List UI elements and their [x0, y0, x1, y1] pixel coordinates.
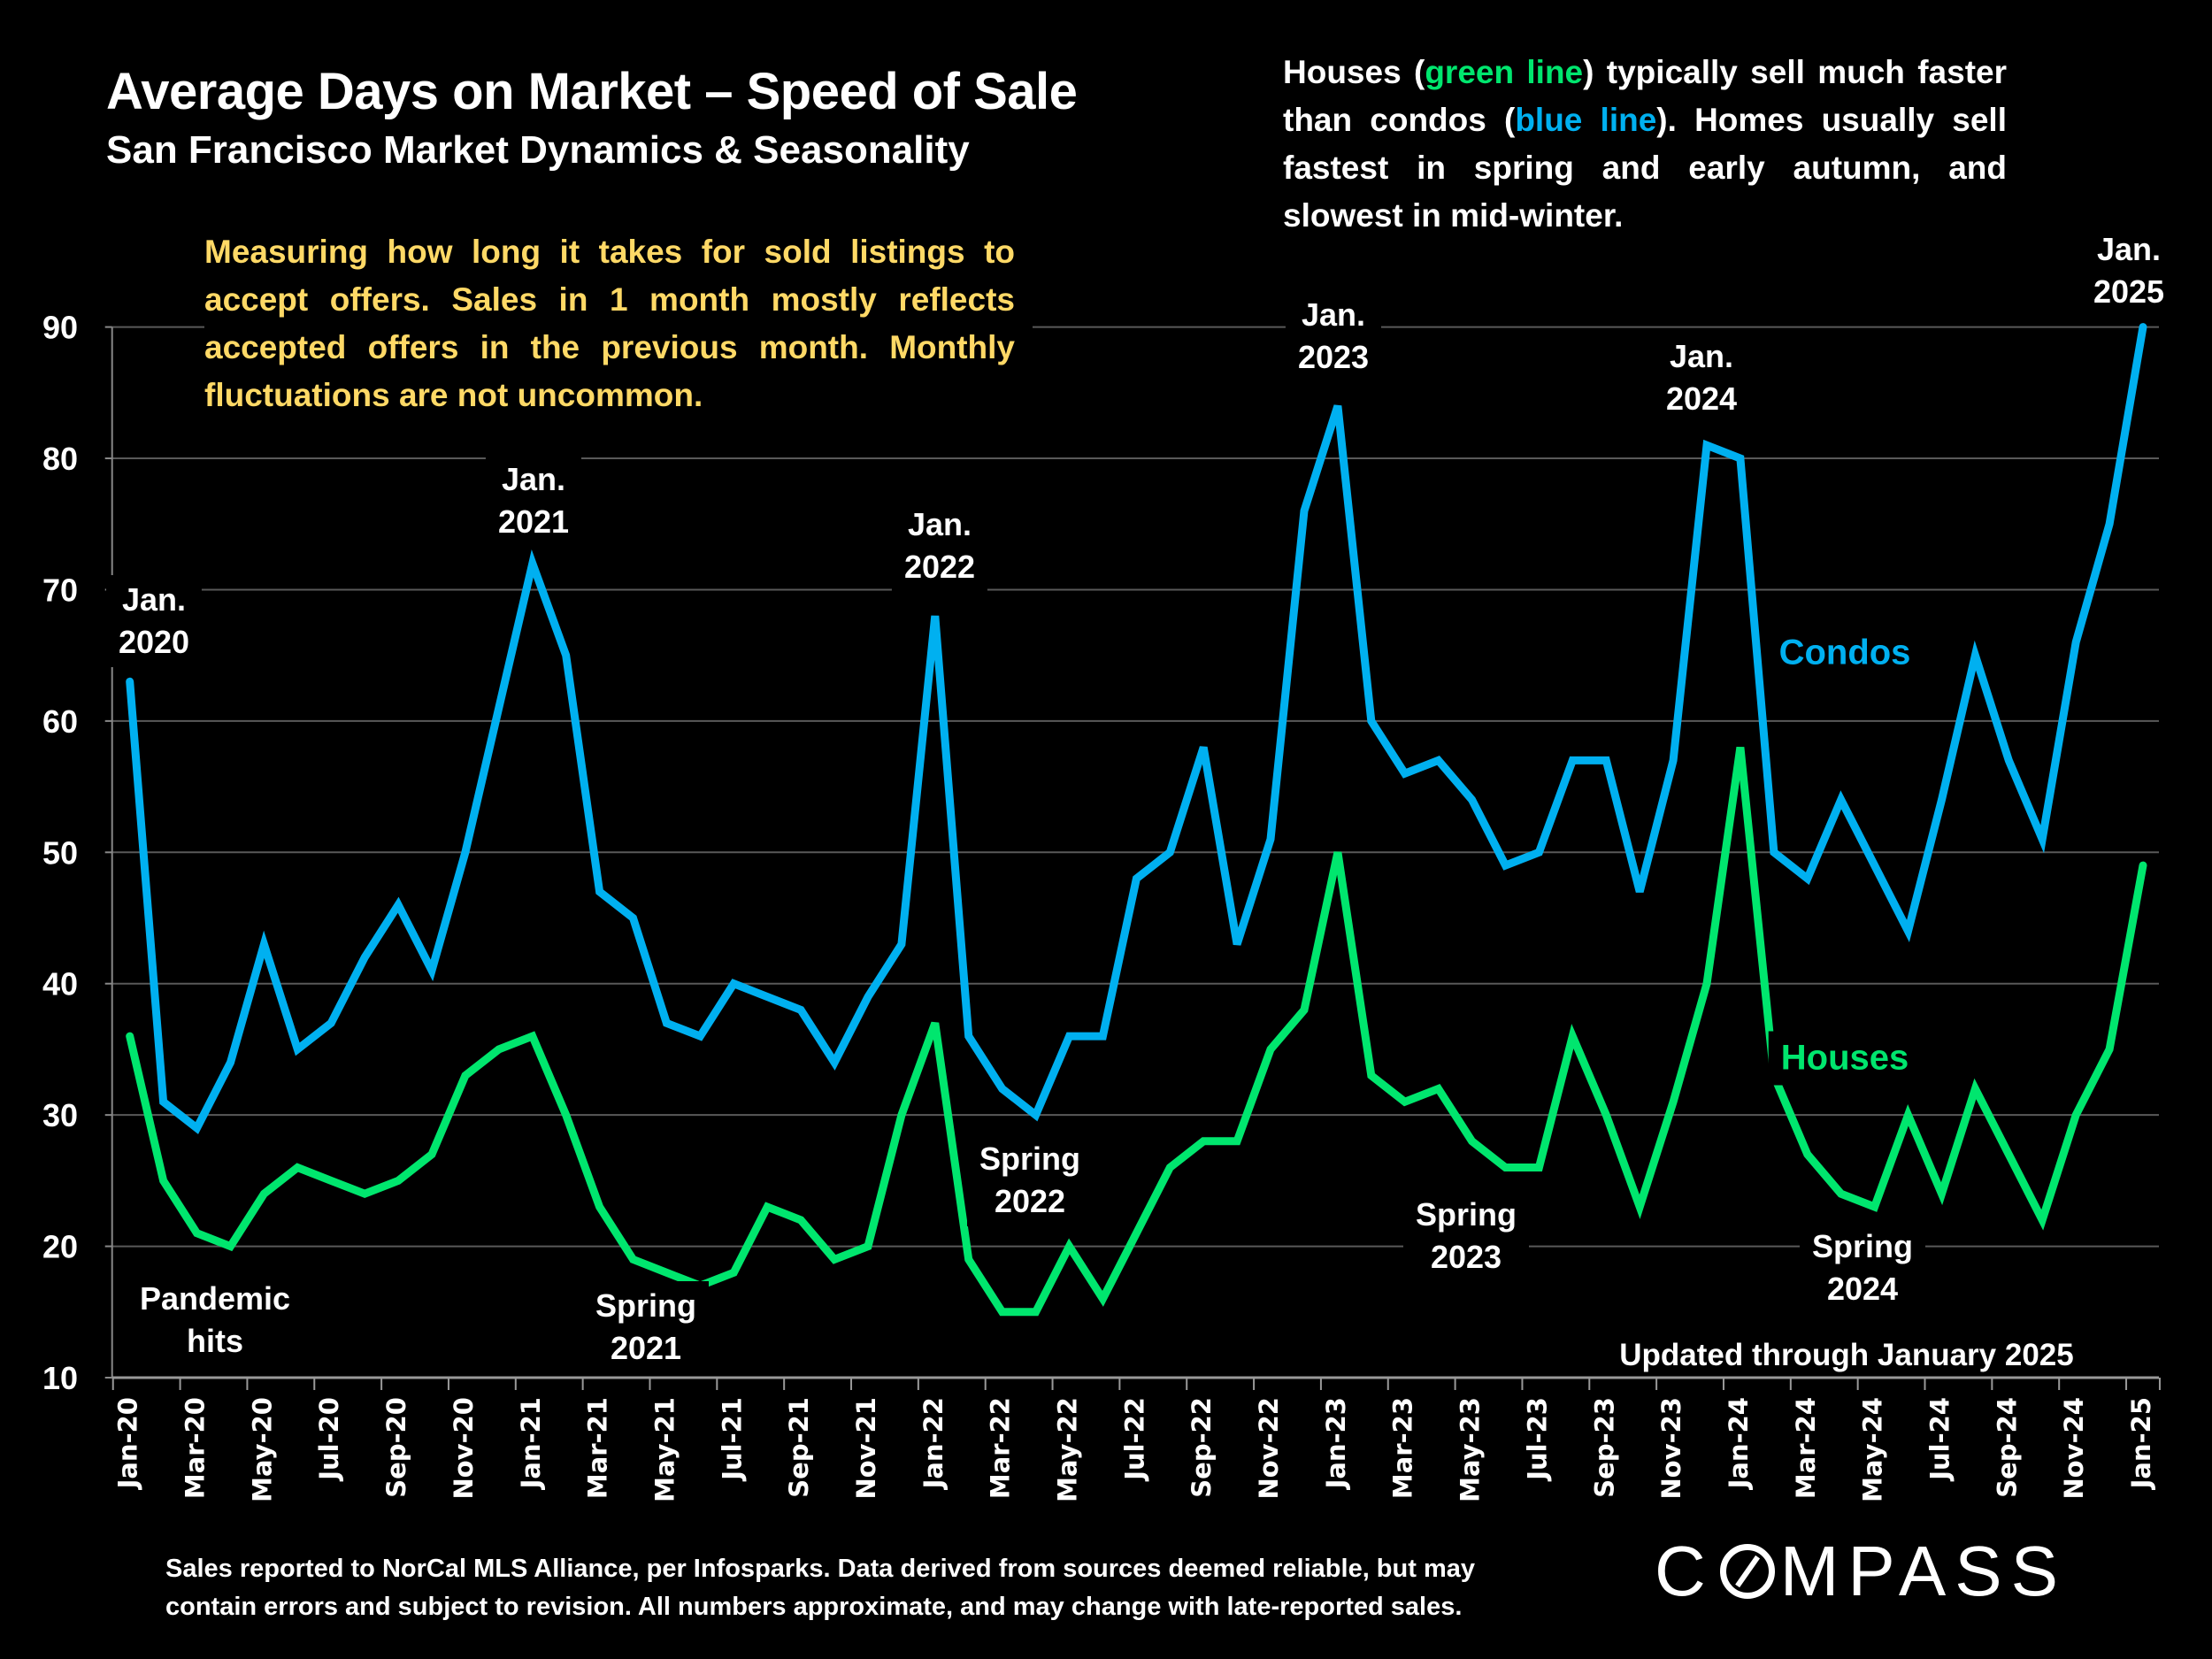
annotation-jan-2020: Jan. 2020: [105, 575, 203, 667]
annotation-spring-2024: Spring 2024: [1800, 1222, 1925, 1314]
y-tick-label: 50: [42, 834, 78, 871]
y-tick-label: 80: [42, 441, 78, 477]
x-tick-label: Mar-21: [583, 1397, 613, 1499]
updated-through-label: Updated through January 2025: [1619, 1338, 2074, 1372]
annotation-jan-2021: Jan. 2021: [485, 455, 582, 547]
annotation-line: 2021: [610, 1330, 682, 1366]
x-tick-label: Jul-24: [1924, 1397, 1955, 1482]
x-tick-label: Jul-20: [314, 1397, 344, 1482]
compass-logo: C MPASS: [1655, 1531, 2067, 1612]
annotation-spring-2023: Spring 2023: [1403, 1190, 1529, 1282]
annotation-line: Pandemic: [139, 1280, 291, 1317]
note-text-3: ). Homes usually sell fastest in spring …: [1283, 102, 2007, 234]
logo-text-left: C: [1655, 1532, 1715, 1610]
note-green-line-text: green line: [1425, 54, 1584, 90]
legend-houses: Houses: [1768, 1031, 1922, 1086]
x-tick-label: Jan-20: [113, 1397, 143, 1490]
note-text-1: Houses (: [1283, 54, 1425, 90]
x-tick-label: Jan-22: [918, 1397, 949, 1490]
footnote-line-1: Sales reported to NorCal MLS Alliance, p…: [165, 1555, 1475, 1583]
x-tick-label: Sep-24: [1992, 1397, 2022, 1498]
note-text-2: ) typically sell much faster than condos…: [1283, 54, 2007, 138]
annotation-line: 2022: [903, 549, 976, 585]
compass-o-icon: [1719, 1544, 1775, 1599]
explanation-note: Houses (green line) typically sell much …: [1283, 49, 2007, 240]
source-footnote: Sales reported to NorCal MLS Alliance, p…: [165, 1550, 1475, 1626]
y-tick-label: 20: [42, 1229, 78, 1265]
x-tick-label: Sep-21: [784, 1397, 814, 1498]
annotation-jan-2023: Jan. 2023: [1285, 290, 1382, 382]
footnote-line-2: contain errors and subject to revision. …: [165, 1593, 1463, 1621]
note-blue-line-text: blue line: [1515, 102, 1657, 138]
x-tick-label: Jan-25: [2126, 1397, 2156, 1490]
x-tick-label: Nov-21: [851, 1397, 881, 1500]
methodology-note: Measuring how long it takes for sold lis…: [204, 228, 1033, 428]
chart-subtitle: San Francisco Market Dynamics & Seasonal…: [106, 128, 970, 172]
annotation-line: Jan.: [2096, 231, 2162, 267]
x-tick-labels: Jan-20 Mar-20 May-20 Jul-20 Sep-20 Nov-20 Jan-…: [113, 1397, 2156, 1502]
logo-text-right: MPASS: [1779, 1532, 2067, 1610]
x-tick-label: Jan-23: [1321, 1397, 1351, 1490]
x-tick-label: Nov-22: [1254, 1397, 1284, 1500]
annotation-pandemic-hits: Pandemic hits: [127, 1274, 303, 1366]
annotation-line: Jan.: [1301, 296, 1366, 333]
x-tick-label: Mar-24: [1791, 1397, 1821, 1499]
annotation-line: 2020: [118, 624, 190, 660]
annotation-line: 2025: [2093, 273, 2165, 310]
annotation-line: 2022: [994, 1183, 1066, 1219]
x-tick-label: Sep-22: [1187, 1397, 1217, 1498]
x-tick-label: Nov-20: [449, 1397, 479, 1500]
annotation-line: Spring: [595, 1287, 696, 1324]
y-tick-label: 40: [42, 966, 78, 1002]
annotation-line: 2023: [1297, 339, 1370, 375]
annotation-spring-2022: Spring 2022: [967, 1134, 1093, 1226]
x-tick-label: Jul-23: [1522, 1397, 1552, 1482]
x-tick-label: Mar-20: [180, 1397, 211, 1499]
y-tick-label: 10: [42, 1360, 78, 1396]
annotation-line: Spring: [979, 1141, 1080, 1177]
annotation-line: 2024: [1826, 1271, 1899, 1307]
y-tick-labels: 10 20 30 40 50 60 70 80 90: [42, 310, 78, 1396]
annotation-jan-2022: Jan. 2022: [891, 500, 988, 592]
annotation-line: Spring: [1812, 1228, 1913, 1264]
x-tick-label: Mar-22: [986, 1397, 1016, 1499]
x-tick-label: May-22: [1053, 1397, 1083, 1502]
annotation-line: Jan.: [121, 581, 187, 618]
axes: [104, 326, 2161, 1390]
annotation-line: 2021: [497, 503, 570, 540]
x-tick-label: May-20: [247, 1397, 277, 1502]
annotation-line: hits: [186, 1323, 244, 1359]
x-tick-label: Jan-21: [516, 1397, 546, 1490]
x-tick-label: Mar-23: [1388, 1397, 1418, 1499]
x-tick-label: Nov-23: [1656, 1397, 1686, 1500]
annotation-line: 2023: [1430, 1239, 1502, 1275]
x-tick-label: Jul-22: [1119, 1397, 1149, 1482]
x-tick-label: May-23: [1455, 1397, 1486, 1502]
x-tick-label: Sep-20: [381, 1397, 411, 1498]
y-tick-label: 60: [42, 703, 78, 740]
annotation-line: 2024: [1665, 380, 1738, 417]
annotation-spring-2021: Spring 2021: [583, 1281, 709, 1373]
annotation-line: Jan.: [907, 506, 972, 542]
annotation-jan-2025: Jan. 2025: [2081, 225, 2177, 317]
chart-title: Average Days on Market – Speed of Sale: [106, 63, 1078, 120]
gridlines: [111, 326, 2159, 1248]
y-tick-label: 90: [42, 310, 78, 346]
annotation-line: Jan.: [501, 461, 566, 497]
x-tick-label: May-24: [1858, 1397, 1888, 1502]
x-tick-label: Jul-21: [717, 1397, 747, 1482]
x-tick-label: Jan-24: [1724, 1397, 1754, 1490]
x-tick-label: Nov-24: [2059, 1397, 2089, 1500]
x-tick-label: Sep-23: [1589, 1397, 1619, 1498]
series-lines: [126, 323, 2147, 1317]
y-tick-label: 30: [42, 1097, 78, 1133]
annotation-line: Spring: [1416, 1196, 1517, 1233]
x-tick-label: May-21: [649, 1397, 680, 1502]
legend-condos: Condos: [1766, 626, 1924, 680]
annotation-jan-2024: Jan. 2024: [1653, 332, 1750, 424]
series-line-condos: [126, 323, 2147, 1134]
y-tick-label: 70: [42, 572, 78, 608]
annotation-line: Jan.: [1669, 338, 1734, 374]
